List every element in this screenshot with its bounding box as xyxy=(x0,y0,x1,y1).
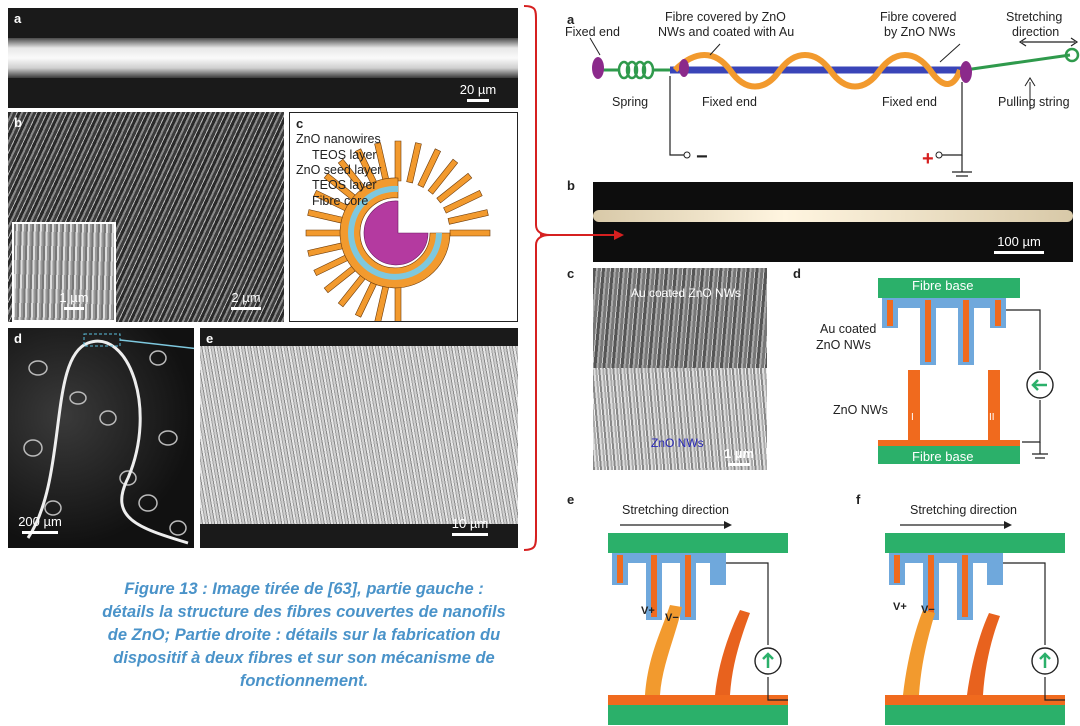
caption-line-5: fonctionnement. xyxy=(239,672,369,690)
nanowire-spoke xyxy=(449,229,491,237)
nanowire-spoke xyxy=(374,282,390,321)
nanowire-cross-section xyxy=(305,140,491,321)
nanowire-spoke xyxy=(427,158,459,195)
layer-label-fibre-core: Fibre core xyxy=(312,194,369,208)
label-stretch-1: Stretching xyxy=(1006,10,1063,24)
left-panel-a-sem-image: a 20 µm xyxy=(8,8,518,108)
fiber-strip xyxy=(8,38,518,78)
panel-label-c: c xyxy=(296,116,304,131)
caption-line-4: dispositif à deux fibres et sur son méca… xyxy=(113,649,495,667)
label-fibre-au-2: NWs and coated with Au xyxy=(658,25,795,39)
label-fixed-end-right: Fixed end xyxy=(882,95,937,109)
nanowire-spoke xyxy=(447,209,489,225)
layer-label-zno-nanowires: ZnO nanowires xyxy=(296,132,381,146)
fiber-loop-drawing xyxy=(23,333,194,545)
layer-label-teos-2: TEOS layer xyxy=(312,178,377,192)
layer-label-teos-1: TEOS layer xyxy=(312,148,377,162)
layer-label-zno-seed: ZnO seed layer xyxy=(296,163,382,177)
panel-label-a: a xyxy=(14,11,22,26)
stretch-label-f: Stretching direction xyxy=(910,503,1018,517)
right-panel-label-c: c xyxy=(567,266,575,281)
scale-text: 200 µm xyxy=(18,514,62,529)
scale-text: 100 µm xyxy=(997,234,1041,249)
label-au-coated-1: Au coated xyxy=(820,322,877,336)
fibre-base-bottom-label: Fibre base xyxy=(912,449,974,464)
right-panel-f-schematic xyxy=(885,521,1065,725)
red-bracket xyxy=(523,5,558,551)
right-panel-e-schematic xyxy=(608,521,788,725)
arrow-to-panel-b xyxy=(540,230,624,240)
left-panel-d-sem-image: d 200 µm xyxy=(8,328,194,548)
panel-label-e: e xyxy=(206,331,214,346)
au-coated-region xyxy=(593,268,767,368)
scale-text: 1 µm xyxy=(724,446,754,461)
label-fibre-zno-1: Fibre covered xyxy=(880,10,957,24)
right-panel-label-b: b xyxy=(567,178,575,193)
scale-text: 2 µm xyxy=(231,290,261,305)
left-panel-e-sem-image: e 10 µm xyxy=(200,328,518,548)
vminus-e: V− xyxy=(665,612,679,624)
scale-bar-100um: 100 µm xyxy=(979,234,1059,254)
plus-sign: + xyxy=(922,148,934,170)
right-panel-b-optical-image: 100 µm xyxy=(593,182,1073,262)
label-zno-nws-d: ZnO NWs xyxy=(833,403,888,417)
fibre-glow xyxy=(593,210,1073,222)
panel-label-d: d xyxy=(14,331,22,346)
caption-line-2: détails la structure des fibres couverte… xyxy=(102,603,506,621)
panel-label-b: b xyxy=(14,115,22,130)
nanowire-spoke xyxy=(417,148,442,188)
minus-sign: − xyxy=(696,146,708,168)
right-panel-c-sem-image: Au coated ZnO NWs ZnO NWs 1 µm xyxy=(593,268,767,470)
vminus-f: V− xyxy=(921,604,935,616)
right-panel-label-a: a xyxy=(567,12,575,27)
fibre-base-top-label: Fibre base xyxy=(912,278,974,293)
scale-bar-20um: 20 µm xyxy=(448,82,508,102)
scale-text: 10 µm xyxy=(451,516,489,531)
label-au-coated-nws: Au coated ZnO NWs xyxy=(631,286,742,300)
vplus-e: V+ xyxy=(641,605,655,617)
zno-region xyxy=(593,368,767,470)
vplus-f: V+ xyxy=(893,601,907,613)
right-panel-a-device-schematic xyxy=(589,37,1080,177)
nanowire-spoke xyxy=(443,189,483,214)
caption-line-3: de ZnO; Partie droite : détails sur la f… xyxy=(107,626,501,644)
roman-one: I xyxy=(911,412,914,423)
left-panel-c-schematic: c ZnO nanowires TEOS layer ZnO seed laye… xyxy=(289,112,518,322)
label-fixed-end-left: Fixed end xyxy=(565,25,620,39)
inset-scale-text: 1 µm xyxy=(59,290,89,305)
scale-bar-10um: 10 µm xyxy=(440,516,500,536)
label-zno-nws: ZnO NWs xyxy=(651,436,704,450)
inset-image: 1 µm xyxy=(12,222,116,322)
scale-text: 20 µm xyxy=(459,82,497,97)
right-panel-label-d: d xyxy=(793,266,801,281)
label-stretch-2: direction xyxy=(1012,25,1060,39)
right-panel-label-f: f xyxy=(856,492,861,507)
stretch-label-e: Stretching direction xyxy=(622,503,730,517)
right-panel-label-e: e xyxy=(567,492,575,507)
label-fixed-end-mid: Fixed end xyxy=(702,95,757,109)
right-panel-d-schematic xyxy=(878,278,1054,464)
label-spring: Spring xyxy=(612,95,649,109)
nanowire-spoke xyxy=(436,172,473,204)
label-fibre-au-1: Fibre covered by ZnO xyxy=(665,10,786,24)
label-pulling-string: Pulling string xyxy=(998,95,1070,109)
figure-caption: Figure 13 : Image tirée de [63], partie … xyxy=(44,578,564,693)
inset-scale-bar: 1 µm xyxy=(54,290,94,310)
label-fibre-zno-2: by ZnO NWs xyxy=(884,25,956,39)
scale-bar-200um: 200 µm xyxy=(12,514,68,534)
caption-line-1: Figure 13 : Image tirée de [63], partie … xyxy=(124,580,484,598)
roman-two: II xyxy=(989,412,995,423)
nanowire-spoke xyxy=(394,140,402,182)
scale-bar-1um: 1 µm xyxy=(719,446,759,466)
label-au-coated-2: ZnO NWs xyxy=(816,338,871,352)
nanowire-spoke xyxy=(394,284,402,321)
fiber-nanowire-surface xyxy=(200,346,518,524)
scale-bar-2um: 2 µm xyxy=(218,290,274,310)
nanowire-spoke xyxy=(406,142,422,184)
left-panel-b-sem-image: b 1 µm 2 µm xyxy=(8,112,284,322)
